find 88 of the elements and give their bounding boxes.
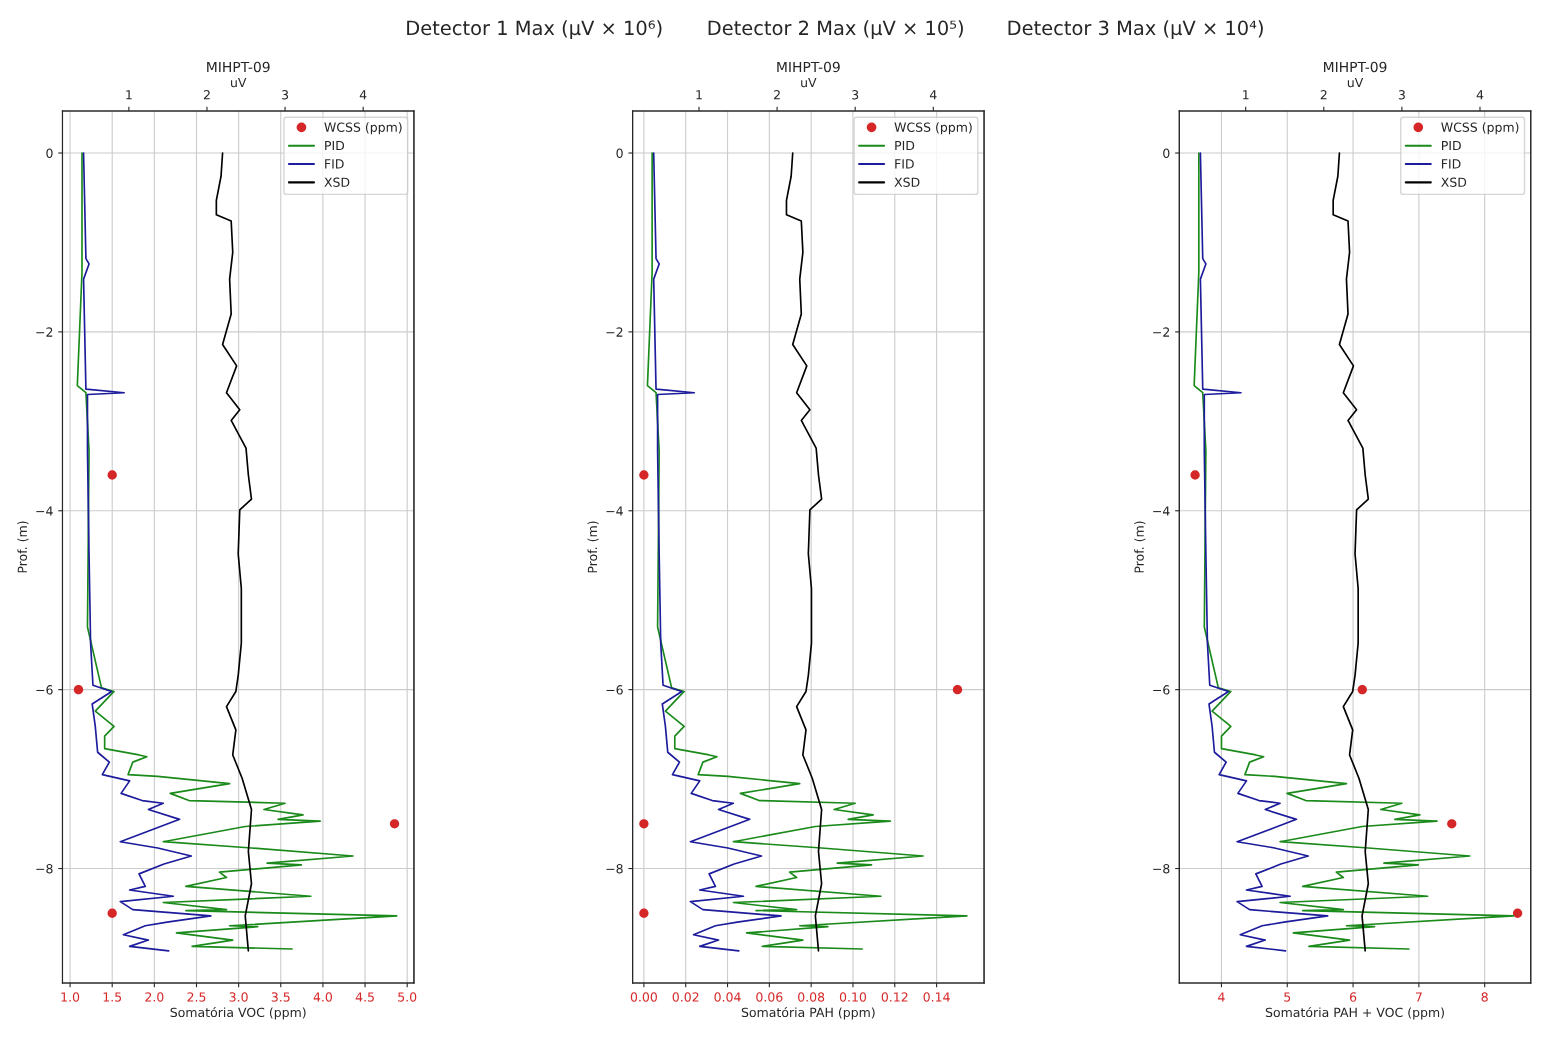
point [952,684,963,695]
x-tick-label: 8 [1481,992,1488,1002]
x-tick-label: 4.0 [313,992,333,1002]
point [1447,819,1457,829]
legend-label: XSD [324,177,350,187]
x-tick-label: 0.10 [839,992,867,1002]
y-tick-label: 0 [1163,148,1170,158]
point [639,470,649,480]
legend-label: FID [1442,159,1461,169]
point [73,684,84,695]
legend-label: PID [325,140,345,151]
legend-label: WCSS (ppm) [1441,122,1519,135]
x-tick-label: 0.06 [756,992,783,1002]
x2-tick-label: 2 [203,90,210,100]
legend-label: FID [895,159,914,169]
y-tick-label: −8 [1153,864,1170,874]
legend-label: WCSS (ppm) [894,122,972,135]
chart-subtitle: MIHPT-09 [207,61,270,73]
x2-tick-label: 4 [1476,90,1484,100]
x-tick-label: 5.0 [398,992,417,1002]
chart-title: Detector 2 Max (μV × 10⁵) [708,20,963,40]
x-tick-label: 3.5 [271,992,290,1002]
y-axis-title: Prof. (m) [17,521,29,573]
chart-subtitle: MIHPT-09 [1324,61,1387,73]
y-tick-label: 0 [616,148,623,158]
y-tick-label: −8 [606,864,623,874]
x-tick-label: 0.12 [881,992,908,1002]
x2-tick-label: 4 [359,90,367,100]
x-tick-label: 4 [1218,992,1225,1002]
y-tick-label: −6 [606,685,623,695]
y-axis-title: Prof. (m) [1134,521,1146,573]
point [639,819,649,829]
legend-label: PID [1442,140,1461,151]
x2-tick-label: 2 [1320,90,1327,100]
x2-tick-label: 3 [852,90,859,100]
x2-tick-label: 2 [774,90,780,100]
chart-subtitle: MIHPT-09 [777,61,840,73]
x2-tick-label: 3 [282,90,289,100]
y-tick-label: −2 [606,327,623,337]
y-tick-label: 0 [46,148,53,158]
x2-tick-label: 3 [1398,90,1405,100]
legend-label: WCSS (ppm) [324,122,402,135]
y-tick-label: −2 [36,327,53,337]
x-tick-label: 3.0 [229,992,248,1002]
y-tick-label: −8 [36,864,53,874]
x-axis-title: Somatória PAH (ppm) [741,1006,875,1020]
point [1357,684,1367,695]
x-tick-label: 2.5 [187,992,206,1002]
x2-axis-title: uV [801,77,817,88]
x-tick-label: 0.04 [714,992,741,1002]
x-tick-label: 5 [1284,992,1291,1002]
y-tick-label: −4 [1153,506,1170,516]
point [107,470,117,480]
x-tick-label: 0.14 [923,992,950,1002]
legend-label: FID [325,159,344,169]
x-tick-label: 4.5 [355,992,374,1002]
x-tick-label: 2.0 [145,992,164,1002]
x-tick-label: 1.5 [103,992,122,1002]
x-tick-label: 6 [1349,992,1357,1002]
text: Detector 1 Max (μV × 10⁶) [407,20,662,40]
x2-axis-title: uV [231,77,247,88]
x-tick-label: 7 [1415,992,1422,1002]
x-axis-title: Somatória PAH + VOC (ppm) [1265,1006,1444,1020]
point [107,908,117,918]
y-axis-title: Prof. (m) [587,521,599,573]
point [389,819,400,829]
y-tick-label: −2 [1153,327,1170,337]
x2-tick-label: 1 [696,90,702,100]
x2-tick-label: 4 [929,90,937,100]
x2-axis-title: uV [1347,77,1364,88]
x-tick-label: 0.02 [672,992,699,1002]
x-tick-label: 0.08 [798,992,825,1002]
x-tick-label: 1.0 [61,992,80,1002]
y-tick-label: −6 [1153,685,1170,695]
y-tick-label: −4 [36,506,53,516]
legend-label: XSD [1441,177,1467,187]
legend-label: XSD [894,177,920,187]
x2-tick-label: 1 [126,90,132,100]
x-tick-label: 0.00 [630,992,657,1002]
legend-label: PID [895,140,915,151]
point [1512,908,1523,918]
y-tick-label: −4 [606,506,623,516]
x2-tick-label: 1 [1243,90,1249,100]
point [639,908,649,918]
point [1190,470,1200,480]
x-axis-title: Somatória VOC (ppm) [170,1006,306,1020]
y-tick-label: −6 [36,685,53,695]
chart-title: Detector 3 Max (μV × 10⁴) [1008,20,1263,40]
